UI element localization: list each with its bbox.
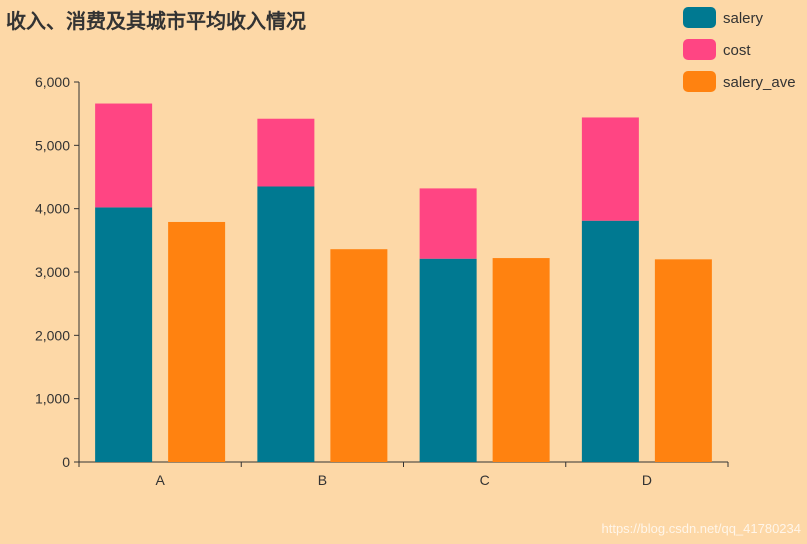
x-tick-label: C (480, 472, 490, 488)
bar-salery-B (257, 186, 315, 462)
bar-salery_ave-C (492, 258, 550, 462)
bar-salery-A (95, 207, 153, 462)
bar-salery-C (419, 258, 477, 462)
chart-title: 收入、消费及其城市平均收入情况 (6, 9, 306, 33)
bar-salery-D (581, 220, 639, 462)
y-tick-label: 4,000 (35, 201, 70, 217)
bar-cost-B (257, 118, 315, 187)
x-tick-label: D (642, 472, 652, 488)
bar-salery_ave-B (330, 249, 388, 462)
legend-swatch-salery (683, 7, 716, 28)
x-tick-label: B (318, 472, 327, 488)
x-tick-label: A (155, 472, 165, 488)
bar-cost-C (419, 188, 477, 259)
bar-salery_ave-D (654, 259, 712, 462)
legend-swatch-cost (683, 39, 716, 60)
legend-label-salery: salery (723, 10, 764, 27)
legend-swatch-salery_ave (683, 71, 716, 92)
y-tick-label: 3,000 (35, 264, 70, 280)
legend-label-salery_ave: salery_ave (723, 74, 796, 91)
legend-label-cost: cost (723, 42, 751, 59)
y-tick-label: 0 (62, 454, 70, 470)
y-tick-label: 5,000 (35, 137, 70, 153)
bar-salery_ave-A (168, 221, 226, 462)
y-tick-label: 2,000 (35, 327, 70, 343)
bar-cost-A (95, 103, 153, 208)
y-tick-label: 1,000 (35, 391, 70, 407)
watermark: https://blog.csdn.net/qq_41780234 (601, 521, 802, 536)
bar-cost-D (581, 117, 639, 221)
y-tick-label: 6,000 (35, 74, 70, 90)
